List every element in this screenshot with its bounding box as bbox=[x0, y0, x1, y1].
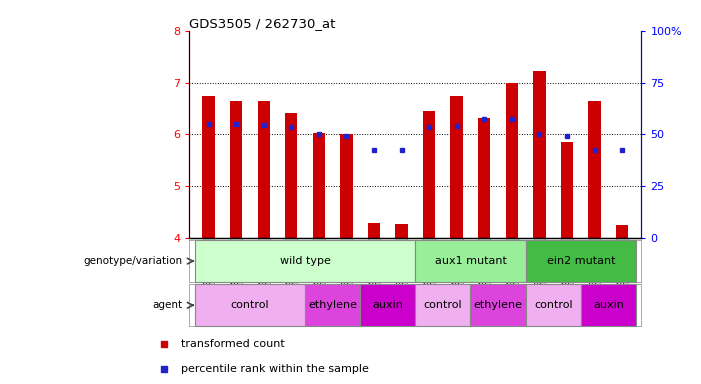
Bar bbox=[588, 101, 601, 238]
Text: auxin: auxin bbox=[372, 300, 403, 310]
Text: GDS3505 / 262730_at: GDS3505 / 262730_at bbox=[189, 17, 336, 30]
Bar bbox=[360, 284, 416, 326]
Bar bbox=[451, 96, 463, 238]
Bar bbox=[195, 284, 305, 326]
Bar bbox=[616, 225, 628, 238]
Text: ethylene: ethylene bbox=[474, 300, 522, 310]
Bar bbox=[230, 101, 243, 238]
Bar bbox=[257, 101, 270, 238]
Text: percentile rank within the sample: percentile rank within the sample bbox=[181, 364, 369, 374]
Bar bbox=[470, 284, 526, 326]
Text: wild type: wild type bbox=[280, 256, 330, 266]
Bar bbox=[505, 83, 518, 238]
Bar bbox=[416, 284, 470, 326]
Bar bbox=[203, 96, 215, 238]
Bar bbox=[340, 134, 353, 238]
Text: control: control bbox=[534, 300, 573, 310]
Text: agent: agent bbox=[152, 300, 182, 310]
Bar bbox=[533, 71, 545, 238]
Bar bbox=[368, 223, 380, 238]
Bar bbox=[526, 240, 636, 282]
Bar bbox=[395, 224, 408, 238]
Text: ethylene: ethylene bbox=[308, 300, 357, 310]
Text: transformed count: transformed count bbox=[181, 339, 285, 349]
Bar bbox=[285, 113, 297, 238]
Text: auxin: auxin bbox=[593, 300, 624, 310]
Bar bbox=[195, 240, 416, 282]
Bar bbox=[416, 240, 526, 282]
Bar bbox=[423, 111, 435, 238]
Bar bbox=[305, 284, 360, 326]
Bar bbox=[313, 133, 325, 238]
Bar bbox=[526, 284, 580, 326]
Text: genotype/variation: genotype/variation bbox=[83, 256, 182, 266]
Bar bbox=[561, 142, 573, 238]
Bar bbox=[478, 118, 491, 238]
Text: aux1 mutant: aux1 mutant bbox=[435, 256, 506, 266]
Text: ein2 mutant: ein2 mutant bbox=[547, 256, 615, 266]
Text: control: control bbox=[423, 300, 462, 310]
Bar bbox=[580, 284, 636, 326]
Text: control: control bbox=[231, 300, 269, 310]
